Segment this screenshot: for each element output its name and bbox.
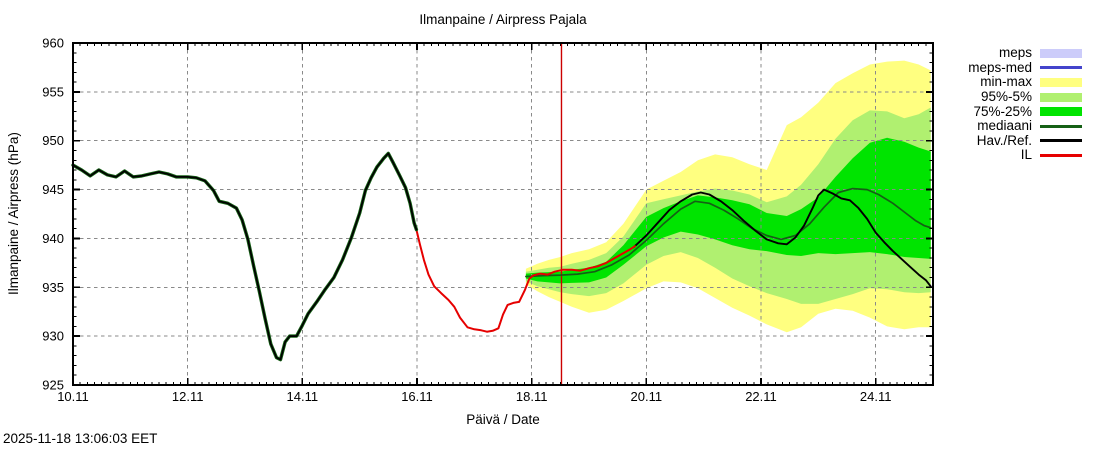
- y-tick-label-940: 940: [42, 231, 64, 246]
- legend-swatch-il: [1040, 153, 1082, 157]
- chart-title: Ilmanpaine / Airpress Pajala: [419, 12, 587, 27]
- y-tick-label-950: 950: [42, 133, 64, 148]
- legend-swatch-mediaani: [1040, 124, 1082, 128]
- legend-label-meps: meps: [998, 45, 1032, 61]
- legend-label-95-5: 95%-5%: [980, 89, 1032, 105]
- legend-label-meps-med: meps-med: [968, 59, 1032, 75]
- y-tick-label-945: 945: [42, 182, 64, 197]
- y-tick-label-960: 960: [42, 36, 64, 51]
- x-axis-label: Päivä / Date: [466, 412, 540, 427]
- series-havainto-observation: [72, 152, 418, 361]
- legend-item-75-25: 75%-25%: [900, 104, 1082, 119]
- y-tick-label-955: 955: [42, 84, 64, 99]
- legend-item-meps-med: meps-med: [900, 59, 1082, 76]
- series-havainto-observation-underlay: [71, 151, 419, 362]
- y-tick-label-925: 925: [42, 378, 64, 393]
- legend-label-mediaani: mediaani: [977, 118, 1032, 134]
- x-tick-label-24.11: 24.11: [860, 389, 892, 404]
- x-tick-label-10.11: 10.11: [57, 389, 89, 404]
- legend-swatch-hav-ref: [1040, 139, 1082, 143]
- x-tick-label-12.11: 12.11: [172, 389, 204, 404]
- series-il-forecast: [415, 228, 636, 333]
- legend-item-95-5: 95%-5%: [900, 90, 1082, 105]
- x-tick-label-18.11: 18.11: [516, 389, 548, 404]
- legend-item-meps: meps: [900, 46, 1082, 61]
- y-tick-label-935: 935: [42, 280, 64, 295]
- legend-swatch-meps-med: [1040, 66, 1082, 70]
- legend-label-75-25: 75%-25%: [973, 103, 1032, 119]
- legend-label-il: IL: [1020, 147, 1032, 163]
- x-tick-label-16.11: 16.11: [401, 389, 433, 404]
- x-tick-label-22.11: 22.11: [745, 389, 777, 404]
- render-timestamp: 2025-11-18 13:06:03 EET: [3, 431, 158, 446]
- y-tick-label-930: 930: [42, 329, 64, 344]
- legend-swatch-75-25: [1040, 107, 1082, 117]
- legend-swatch-min-max: [1040, 77, 1082, 87]
- legend-item-il: IL: [900, 148, 1082, 163]
- legend-item-min-max: min-max: [900, 75, 1082, 90]
- series-reference-forecast: [632, 188, 932, 288]
- legend-item-hav-ref: Hav./Ref.: [900, 132, 1082, 149]
- x-tick-label-20.11: 20.11: [631, 389, 663, 404]
- chart-legend: meps meps-med min-max 95%-5% 75%-25% mediaani…: [900, 46, 1082, 163]
- legend-label-hav-ref: Hav./Ref.: [976, 132, 1032, 148]
- legend-label-min-max: min-max: [980, 74, 1032, 90]
- x-tick-label-14.11: 14.11: [287, 389, 319, 404]
- legend-swatch-meps: [1040, 48, 1082, 58]
- band-p75_25: [525, 137, 931, 284]
- legend-item-mediaani: mediaani: [900, 119, 1082, 134]
- legend-swatch-95-5: [1040, 92, 1082, 102]
